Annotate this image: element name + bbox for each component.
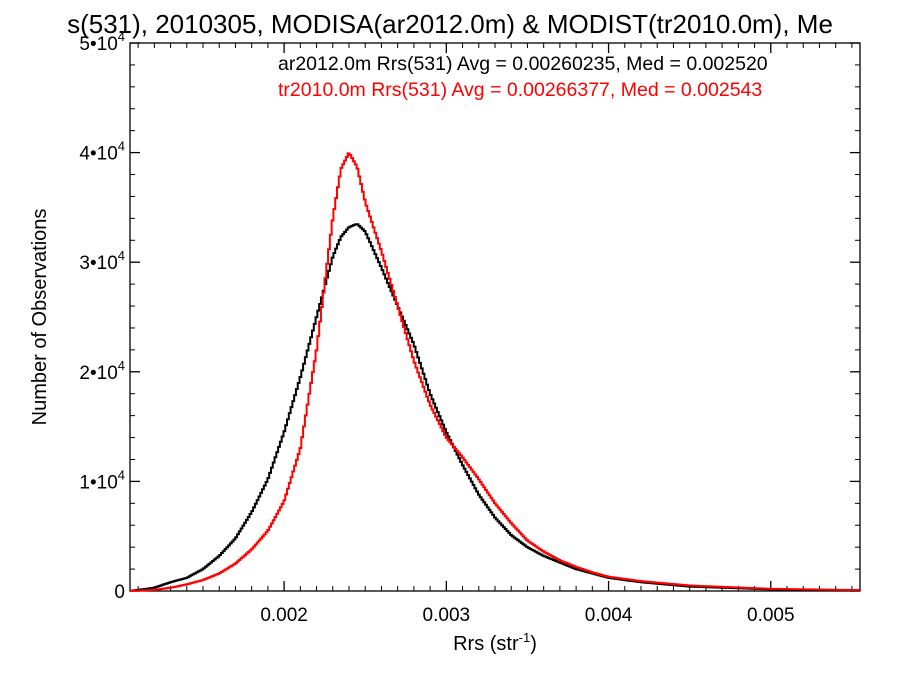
x-tick-label: 0.004 [585,605,633,626]
x-tick-label: 0.002 [260,605,308,626]
series-layer [130,152,861,592]
x-axis-label-superscript: -1 [519,630,531,645]
x-axis-label: Rrs (str-1) [453,630,537,655]
y-tick-label: 0 [114,582,125,603]
y-tick-label: 2•104 [79,358,125,384]
series-line-1 [130,152,861,592]
y-tick-label: 3•104 [79,248,125,274]
x-axis-label-text: Rrs (str [453,633,519,655]
x-tick-label: 0.005 [747,605,795,626]
y-tick-label: 4•104 [79,139,125,165]
y-tick-label: 5•104 [79,29,125,55]
y-axis-label: Number of Observations [29,209,51,426]
series-line-0 [130,223,861,592]
x-axis-ticks: 0.002 0.003 0.004 0.005 [137,43,853,626]
y-axis-ticks: 0 1•104 2•104 3•104 4•104 5•104 [79,29,860,603]
x-axis-label-end: ) [530,633,537,655]
legend-entry-tr2010: tr2010.0m Rrs(531) Avg = 0.00266377, Med… [278,79,762,101]
y-tick-label: 1•104 [79,467,125,493]
legend-entry-ar2012: ar2012.0m Rrs(531) Avg = 0.00260235, Med… [278,53,768,75]
plot-frame [129,42,861,592]
chart-title: s(531), 2010305, MODISA(ar2012.0m) & MOD… [67,9,833,39]
x-tick-label: 0.003 [423,605,471,626]
